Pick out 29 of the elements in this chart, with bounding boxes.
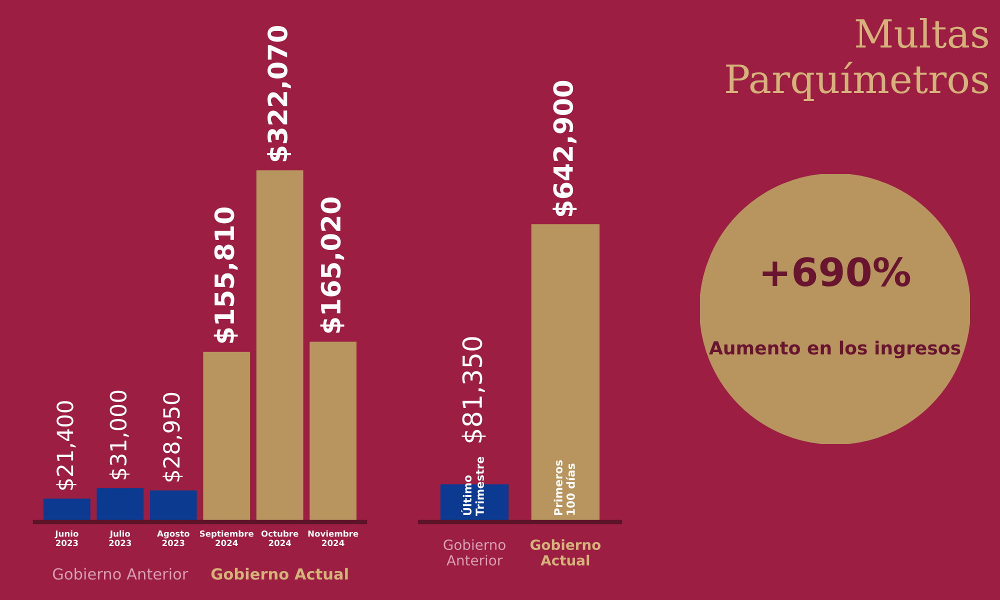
text: +690% [762, 257, 910, 287]
data-label: $31,000 [109, 390, 130, 480]
data-label: $28,950 [162, 392, 183, 482]
text: Gobierno Actual [530, 539, 601, 566]
bar [96, 488, 144, 522]
x-tick-label: Junio 2023 [54, 530, 78, 546]
data-label: $155,810 [214, 208, 238, 343]
text: Gobierno Anterior [52, 568, 188, 580]
bar [203, 352, 250, 522]
text: Gobierno Anterior [444, 539, 506, 566]
bar [150, 490, 197, 522]
bar [44, 498, 90, 522]
x-tick-label: Octubre 2024 [261, 530, 298, 546]
data-label: $165,020 [320, 197, 344, 333]
bar [310, 342, 356, 522]
x-tick-label: Primeros 100 días [554, 460, 575, 516]
x-tick-label: Agosto 2023 [157, 530, 190, 546]
x-tick-label: Noviembre 2024 [308, 530, 358, 546]
x-tick-label: Septiembre 2024 [200, 530, 254, 546]
data-label: $21,400 [56, 401, 76, 490]
text: Gobierno Actual [211, 568, 348, 580]
text: Multas Parquímetros [726, 18, 988, 102]
bar [256, 170, 304, 522]
data-label: $81,350 [462, 337, 486, 442]
data-label: $642,900 [552, 80, 577, 216]
x-tick-label: Julio 2023 [109, 530, 132, 546]
text: Aumento en los ingresos [709, 340, 960, 358]
x-tick-label: Último Trimestre [461, 456, 484, 516]
data-label: $322,070 [267, 26, 291, 162]
